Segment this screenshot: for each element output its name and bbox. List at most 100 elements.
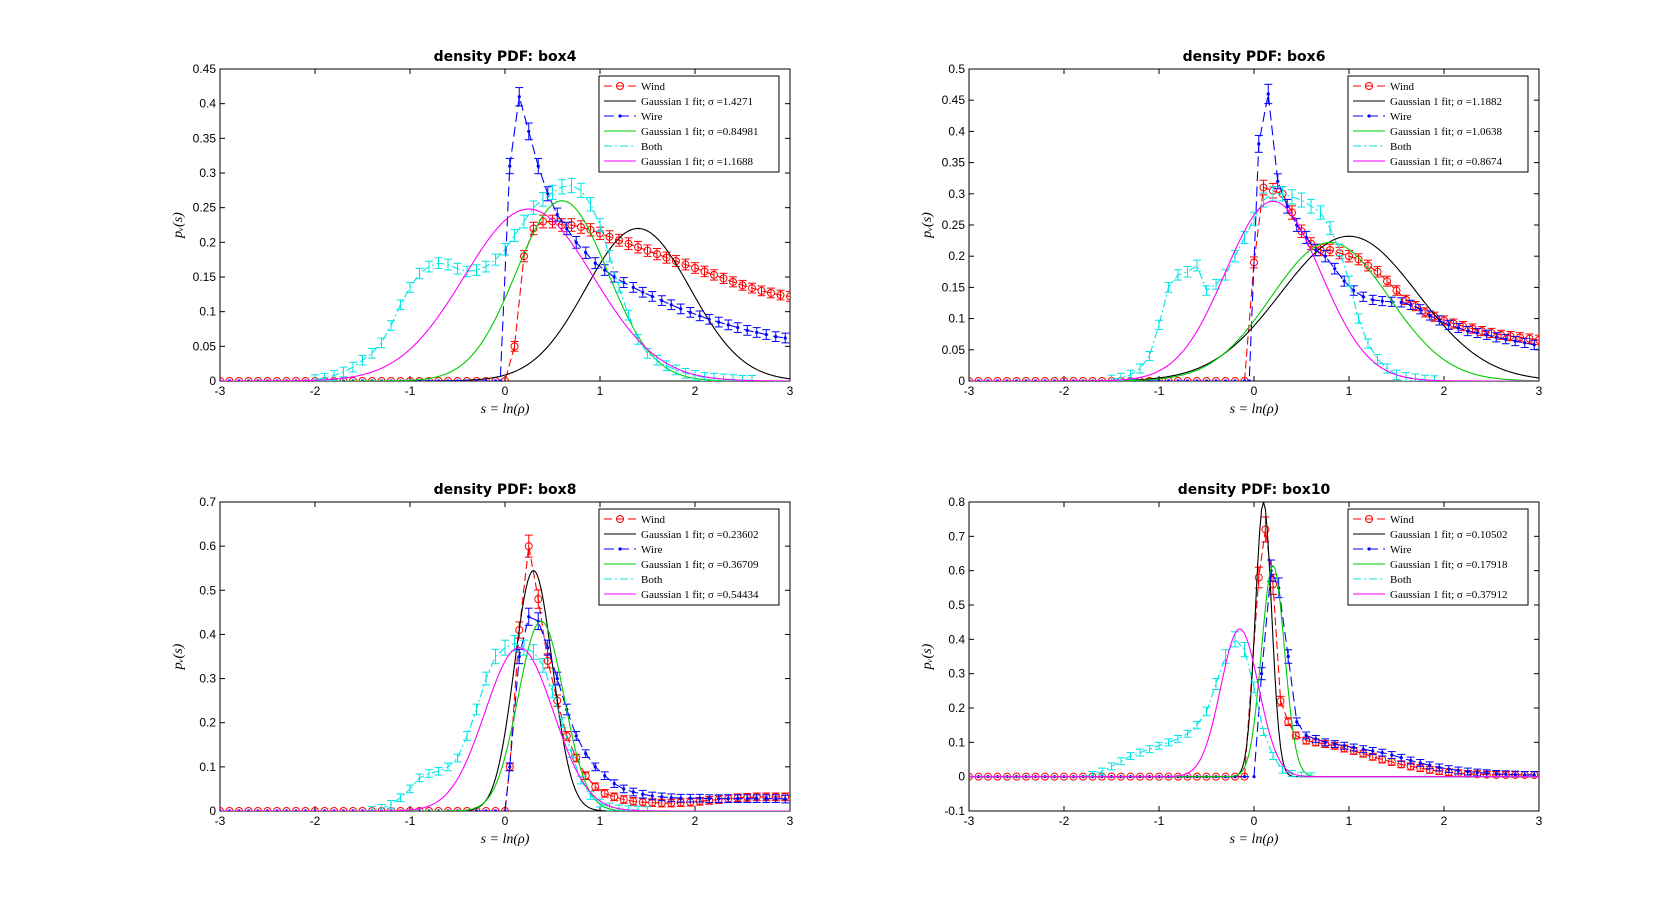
data-point-marker xyxy=(757,286,766,295)
x-tick-label: 3 xyxy=(1536,384,1543,398)
y-tick-label: 0.2 xyxy=(199,235,216,249)
data-point-marker xyxy=(974,377,983,381)
legend-label: Both xyxy=(1390,574,1412,586)
data-point-marker xyxy=(484,809,488,811)
data-point-marker xyxy=(984,377,992,381)
data-point-marker xyxy=(1257,142,1261,146)
x-axis-label: s = ln(ρ) xyxy=(481,832,530,847)
data-point-marker xyxy=(1050,377,1059,381)
data-point-marker xyxy=(1333,267,1337,271)
data-point-marker xyxy=(1456,326,1460,330)
data-point-marker xyxy=(508,765,512,769)
data-point-marker xyxy=(1266,92,1270,96)
data-point-marker xyxy=(1523,341,1527,345)
data-point-marker xyxy=(1345,252,1353,261)
series-6 xyxy=(969,628,1539,778)
data-point-marker xyxy=(764,332,768,337)
data-point-marker xyxy=(444,807,452,811)
legend-box xyxy=(598,508,780,606)
data-point-marker xyxy=(1202,377,1211,381)
data-point-marker xyxy=(669,796,673,800)
y-tick-label: 0.2 xyxy=(199,716,216,730)
data-point-marker xyxy=(349,807,357,811)
data-point-marker xyxy=(600,789,609,798)
legend-label: Gaussian 1 fit; σ =0.10502 xyxy=(1390,529,1508,541)
data-point-marker xyxy=(1342,744,1346,748)
data-point-marker xyxy=(349,377,357,381)
data-point-marker xyxy=(1166,379,1171,381)
data-point-marker xyxy=(358,807,367,811)
x-tick-label: -3 xyxy=(964,814,975,828)
gaussian-fit-line xyxy=(220,569,790,811)
data-point-marker xyxy=(482,807,490,811)
chart-panel-3: -3 -2 -1 0 1 2 3 0 0.1 0.2 0.3 0.4 0.5 0.6 0.7 density … xyxy=(171,482,794,847)
data-point-marker xyxy=(1003,377,1011,381)
data-point-marker xyxy=(225,377,234,381)
data-point-marker xyxy=(1314,737,1318,741)
data-point-marker xyxy=(622,787,626,791)
data-point-marker xyxy=(1437,765,1441,769)
x-tick-label: 2 xyxy=(692,384,699,398)
data-point-marker xyxy=(1361,747,1365,751)
x-tick-label: 0 xyxy=(1251,384,1258,398)
data-point-marker xyxy=(1276,179,1280,183)
data-point-marker xyxy=(501,377,509,381)
data-point-marker xyxy=(1418,761,1422,765)
y-tick-label: 0 xyxy=(209,804,216,818)
data-point-marker xyxy=(615,236,623,245)
data-point-marker xyxy=(474,379,479,381)
data-point-marker xyxy=(1437,318,1441,323)
data-point-marker xyxy=(738,281,747,290)
x-tick-label: -3 xyxy=(215,384,226,398)
legend-label: Gaussian 1 fit; σ =1.0638 xyxy=(1390,126,1503,138)
series-5 xyxy=(220,177,790,381)
data-point-marker xyxy=(662,253,671,262)
data-point-marker xyxy=(1276,697,1285,706)
data-point-marker xyxy=(1242,379,1247,381)
x-tick-label: -2 xyxy=(1059,814,1070,828)
data-point-marker xyxy=(235,807,243,811)
y-tick-label: 0.1 xyxy=(199,305,216,319)
y-axis-label: pᵥ(s) xyxy=(920,212,935,239)
data-point-marker xyxy=(1031,377,1040,381)
legend-marker xyxy=(616,515,624,523)
data-point-marker xyxy=(524,542,533,551)
y-tick-label: 0 xyxy=(958,374,965,388)
data-point-marker xyxy=(1447,323,1451,327)
data-point-marker xyxy=(622,280,626,285)
data-point-marker xyxy=(698,314,702,318)
legend-label: Gaussian 1 fit; σ =1.4271 xyxy=(641,96,753,108)
data-point-marker xyxy=(726,797,730,801)
data-point-marker xyxy=(1428,763,1432,767)
data-point-marker xyxy=(755,330,759,335)
data-point-marker xyxy=(1323,254,1327,258)
data-point-marker xyxy=(1513,339,1517,343)
x-tick-label: 1 xyxy=(597,814,604,828)
data-point-marker xyxy=(1060,377,1068,381)
data-point-marker xyxy=(653,250,661,259)
data-point-marker xyxy=(282,807,291,811)
y-tick-label: 0.7 xyxy=(948,529,965,543)
series-group xyxy=(220,87,790,381)
gaussian-fit-line xyxy=(220,620,790,811)
data-point-marker xyxy=(624,239,633,248)
y-tick-label: 0.8 xyxy=(948,495,965,509)
data-point-marker xyxy=(555,676,559,681)
x-tick-label: -1 xyxy=(1154,384,1165,398)
data-point-marker xyxy=(396,377,405,381)
series-2 xyxy=(220,569,790,811)
data-point-marker xyxy=(273,807,281,811)
x-tick-label: 1 xyxy=(597,384,604,398)
y-tick-label: 0.35 xyxy=(193,131,217,145)
y-tick-label: 0.4 xyxy=(948,632,965,646)
data-point-marker xyxy=(700,267,709,276)
chart-title: density PDF: box8 xyxy=(434,482,577,498)
data-point-marker xyxy=(1409,758,1413,763)
data-point-marker xyxy=(1260,672,1264,676)
data-point-marker xyxy=(555,213,559,217)
data-point-marker xyxy=(292,807,300,811)
data-point-marker xyxy=(235,377,243,381)
data-point-marker xyxy=(1352,288,1356,293)
data-point-marker xyxy=(593,765,597,769)
legend-marker xyxy=(1365,515,1373,523)
